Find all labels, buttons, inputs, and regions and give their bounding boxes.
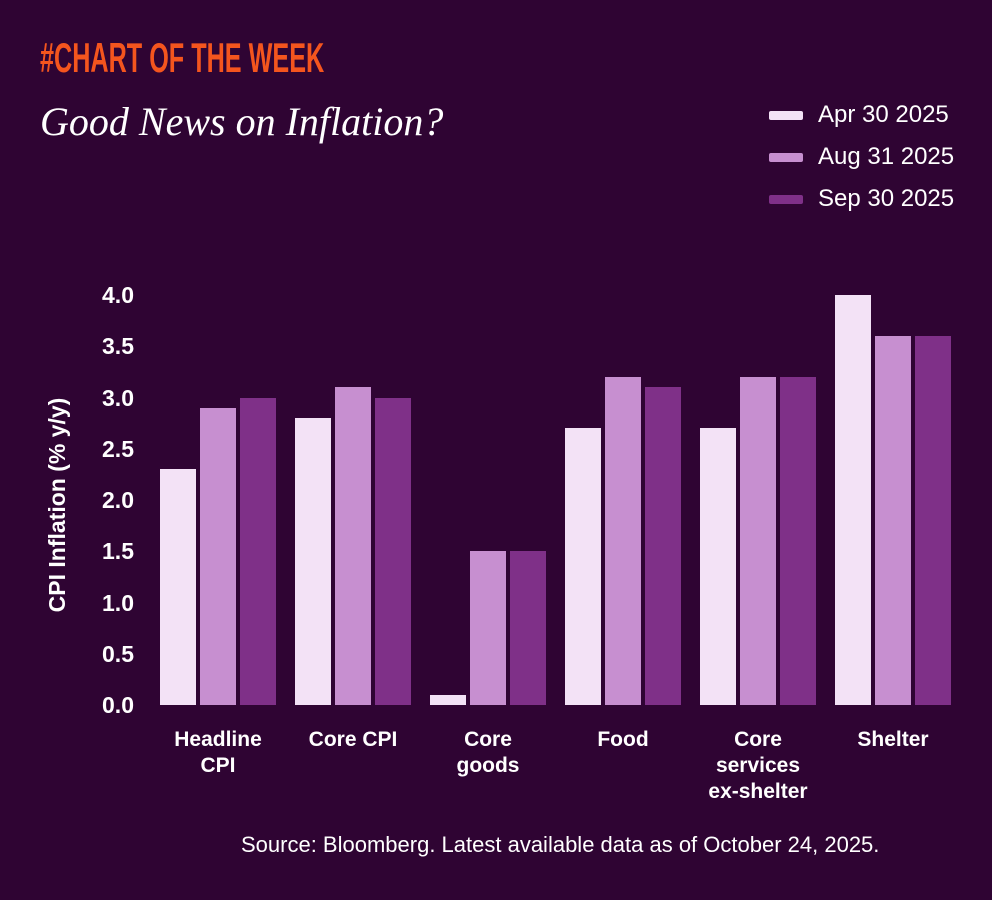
y-tick-label: 2.5 (102, 435, 134, 462)
kicker-tag: #CHART OF THE WEEK (40, 34, 325, 81)
bar-sep-food (645, 387, 681, 705)
category-label: Headline CPI (174, 728, 262, 777)
y-tick-label: 1.0 (102, 589, 134, 616)
category-label: Core goods (456, 728, 520, 777)
y-tick-label: 1.5 (102, 538, 134, 565)
category-label: Shelter (857, 728, 929, 751)
bar-sep-shelter (915, 336, 951, 705)
legend-label: Apr 30 2025 (818, 101, 949, 128)
bar-aug-food (605, 377, 641, 705)
y-tick-label: 0.5 (102, 640, 134, 667)
bar-apr-core-cpi (295, 418, 331, 705)
y-tick-label: 3.5 (102, 333, 134, 360)
legend-label: Aug 31 2025 (818, 143, 955, 170)
bar-apr-shelter (835, 295, 871, 705)
legend-item-aug: Aug 31 2025 (769, 145, 954, 169)
chart-title: Good News on Inflation? (40, 99, 444, 144)
bar-apr-core-goods (430, 694, 466, 705)
legend-label: Sep 30 2025 (818, 185, 955, 212)
y-tick-label: 3.0 (102, 384, 134, 411)
category-label: Core services ex-shelter (708, 728, 808, 803)
bar-sep-core-cpi (375, 397, 411, 705)
bar-aug-core-services-ex-shelter (740, 377, 776, 705)
bar-aug-shelter (875, 336, 911, 705)
bar-apr-food (565, 428, 601, 705)
bar-aug-core-cpi (335, 387, 371, 705)
legend-swatch-aug (769, 152, 803, 162)
source-note: Source: Bloomberg. Latest available data… (241, 832, 880, 857)
legend: Apr 30 2025 Aug 31 2025 Sep 30 2025 (769, 103, 954, 229)
legend-swatch-sep (769, 194, 803, 204)
legend-item-apr: Apr 30 2025 (769, 103, 954, 127)
category-label: Food (597, 728, 649, 751)
bar-aug-headline-cpi (200, 407, 236, 705)
bar-apr-headline-cpi (160, 469, 196, 705)
y-tick-label: 4.0 (102, 282, 134, 308)
bar-sep-core-goods (510, 551, 546, 705)
y-tick-label: 2.0 (102, 487, 134, 513)
bar-sep-core-services-ex-shelter (780, 377, 816, 705)
y-tick-label: 0.0 (102, 692, 134, 718)
category-label: Core CPI (308, 728, 398, 751)
legend-item-sep: Sep 30 2025 (769, 187, 954, 211)
bar-apr-core-services-ex-shelter (700, 428, 736, 705)
legend-swatch-apr (769, 110, 803, 120)
bar-aug-core-goods (470, 551, 506, 705)
bar-sep-headline-cpi (240, 397, 276, 705)
